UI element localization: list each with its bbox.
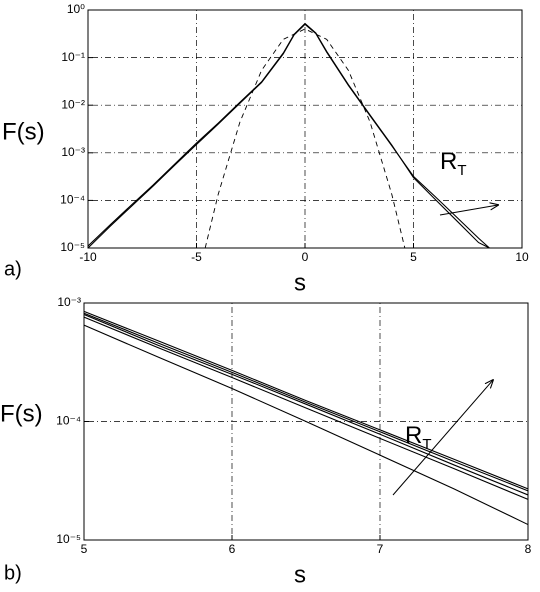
line-series (87, 22, 490, 249)
x-tick-label: 5 (81, 542, 88, 556)
x-tick-label: -5 (191, 250, 202, 264)
annotation-text: R (440, 148, 457, 175)
x-tick-label: 8 (525, 542, 532, 556)
x-tick-label: 10 (515, 250, 529, 264)
x-axis-label: s (294, 561, 306, 587)
line-series (83, 313, 529, 496)
x-axis-label: s (294, 269, 306, 296)
arrow (439, 205, 498, 216)
arrow (392, 380, 493, 496)
x-tick-label: 0 (302, 250, 309, 264)
line-series (83, 324, 529, 526)
plot-frame (83, 302, 529, 541)
x-tick-label: 7 (377, 542, 384, 556)
annotation: RT (440, 148, 467, 179)
y-axis-label: F(s) (0, 400, 43, 427)
y-tick-label: 10⁻² (61, 97, 85, 111)
line-series (83, 312, 529, 492)
y-tick-label: 10⁻⁴ (56, 414, 81, 428)
annotation: RT (405, 422, 432, 453)
y-tick-label: 10⁻⁵ (56, 532, 81, 546)
y-tick-label: 10⁻⁴ (60, 193, 85, 207)
x-tick-label: 5 (410, 250, 417, 264)
y-axis-label: F(s) (2, 118, 45, 145)
y-tick-label: 10⁰ (67, 2, 85, 16)
annotation-text: R (405, 422, 422, 449)
plot-frame (87, 9, 523, 249)
panel-label: a) (4, 258, 22, 280)
annotation-subscript: T (457, 162, 466, 179)
line-series (83, 310, 529, 490)
line-series (204, 28, 406, 249)
y-tick-label: 10⁻³ (61, 145, 85, 159)
y-tick-label: 10⁻³ (57, 295, 81, 309)
annotation-subscript: T (422, 436, 431, 453)
line-series (83, 316, 529, 500)
y-tick-label: 10⁻⁵ (60, 240, 85, 254)
x-tick-label: -10 (79, 250, 97, 264)
x-tick-label: 6 (229, 542, 236, 556)
panel-label: b) (4, 562, 22, 584)
y-tick-label: 10⁻¹ (61, 50, 85, 64)
